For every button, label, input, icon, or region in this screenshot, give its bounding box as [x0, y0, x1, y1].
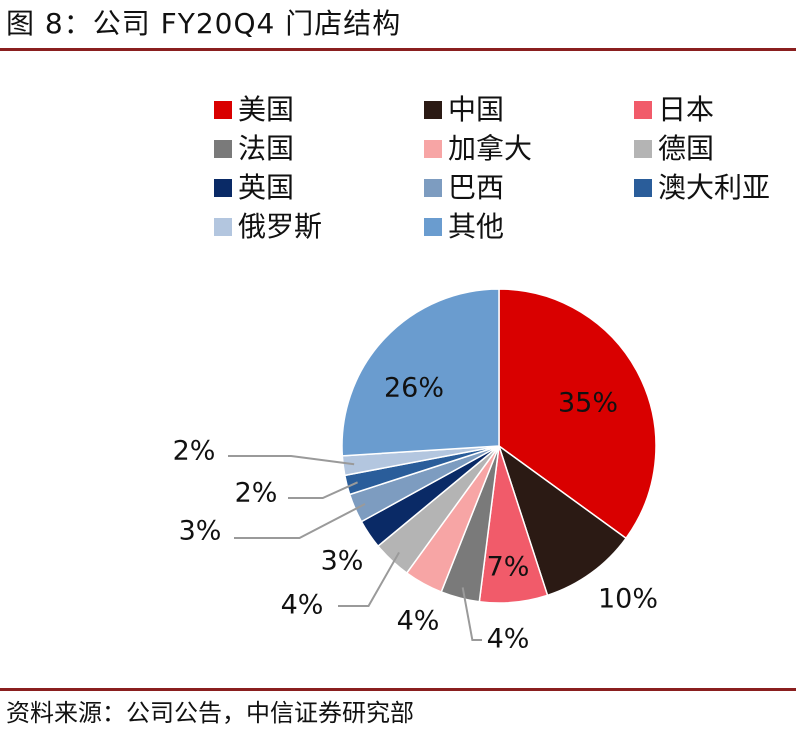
legend-swatch: [634, 140, 652, 158]
data-label: 4%: [487, 624, 530, 655]
legend-swatch: [424, 101, 442, 119]
legend-swatch: [214, 101, 232, 119]
data-label: 7%: [487, 552, 530, 583]
leader-line: [461, 587, 482, 641]
legend-label: 美国: [238, 93, 295, 126]
legend-swatch: [634, 101, 652, 119]
legend-item: 其他: [424, 207, 504, 247]
legend-swatch: [634, 179, 652, 197]
legend-label: 其他: [448, 210, 505, 243]
leader-line: [228, 455, 355, 466]
data-label: 2%: [235, 478, 278, 509]
leader-line: [234, 503, 366, 539]
data-label: 10%: [598, 584, 658, 615]
data-label: 2%: [173, 436, 216, 467]
pie-slice: [498, 288, 657, 540]
legend-item: 澳大利亚: [634, 168, 770, 208]
legend-label: 日本: [658, 93, 715, 126]
legend-item: 法国: [214, 129, 294, 169]
legend-label: 法国: [238, 132, 295, 165]
pie-slice: [341, 288, 500, 457]
legend-label: 澳大利亚: [658, 171, 771, 204]
data-label: 4%: [397, 606, 440, 637]
source-note: 资料来源：公司公告，中信证券研究部: [6, 699, 414, 727]
data-label: 35%: [558, 388, 618, 419]
legend-label: 俄罗斯: [238, 210, 323, 243]
data-label: 3%: [179, 516, 222, 547]
figure-title: 图 8：公司 FY20Q4 门店结构: [6, 7, 402, 40]
bottom-rule: [0, 688, 796, 691]
top-rule: [0, 48, 796, 51]
legend-label: 巴西: [448, 171, 505, 204]
legend-item: 日本: [634, 90, 714, 130]
legend-item: 中国: [424, 90, 504, 130]
legend-label: 加拿大: [448, 132, 533, 165]
legend-swatch: [424, 179, 442, 197]
legend-label: 德国: [658, 132, 715, 165]
legend-item: 德国: [634, 129, 714, 169]
legend-item: 加拿大: [424, 129, 532, 169]
legend-swatch: [424, 140, 442, 158]
data-label: 26%: [384, 373, 444, 404]
legend-item: 英国: [214, 168, 294, 208]
legend-swatch: [214, 140, 232, 158]
legend-item: 巴西: [424, 168, 504, 208]
legend-item: 俄罗斯: [214, 207, 322, 247]
pie-slice: [497, 444, 628, 597]
legend-item: 美国: [214, 90, 294, 130]
legend-swatch: [214, 218, 232, 236]
leader-line: [288, 481, 358, 499]
legend-swatch: [214, 179, 232, 197]
legend-label: 英国: [238, 171, 295, 204]
leader-line: [338, 551, 400, 607]
data-label: 3%: [321, 546, 364, 577]
legend-label: 中国: [448, 93, 505, 126]
data-label: 4%: [281, 590, 324, 621]
legend-swatch: [424, 218, 442, 236]
